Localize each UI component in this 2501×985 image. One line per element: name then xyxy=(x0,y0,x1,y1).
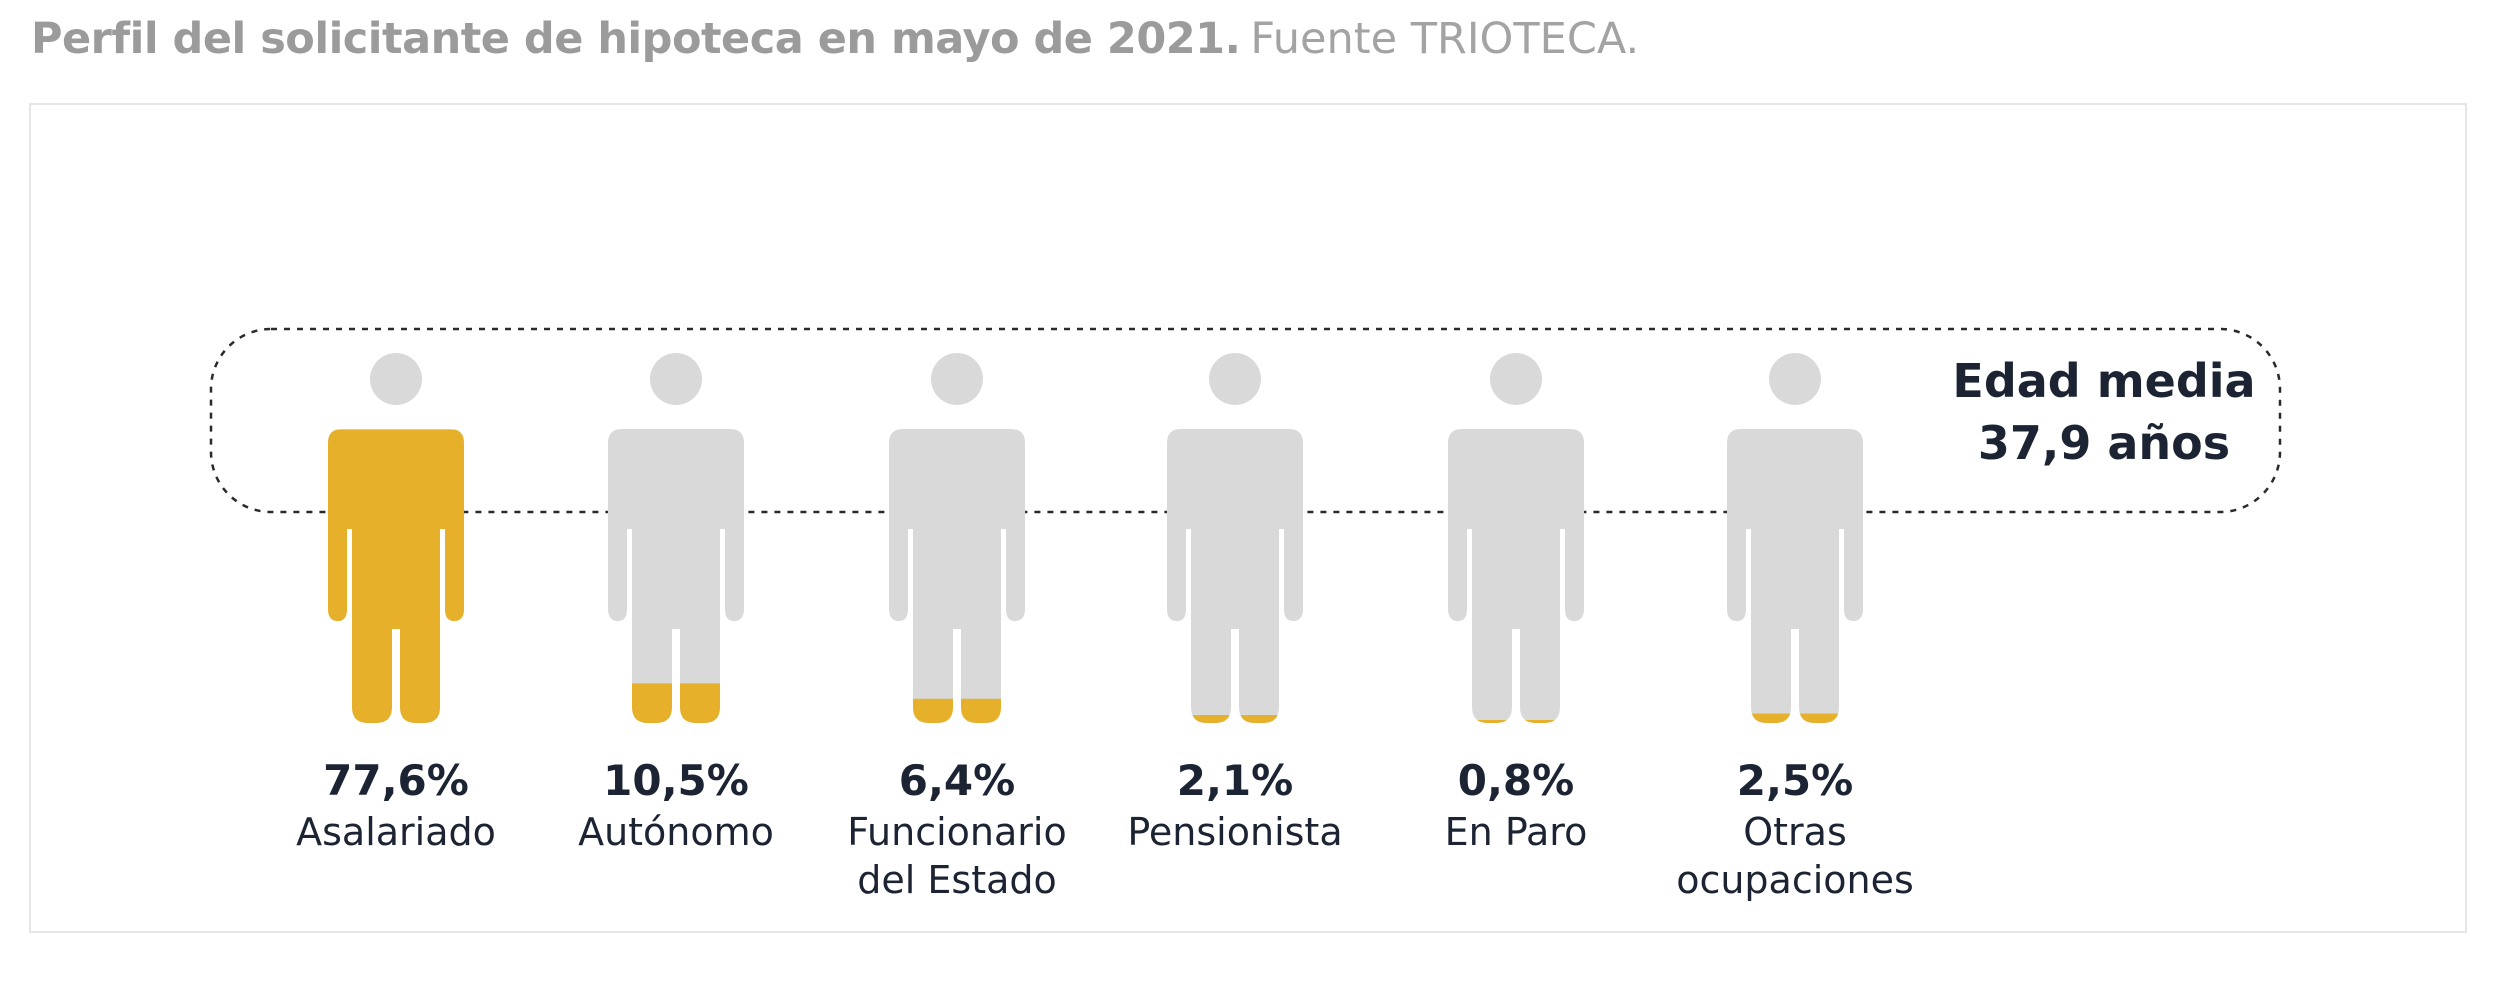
person-silhouette xyxy=(1448,429,1584,723)
chart-title-main: Perfil del solicitante de hipoteca en ma… xyxy=(31,14,1241,64)
person-fill xyxy=(328,429,464,723)
person-fill xyxy=(608,683,744,723)
category-label: En Paro xyxy=(1445,810,1588,854)
person-silhouette xyxy=(1209,353,1261,405)
person-fill xyxy=(889,698,1025,723)
annotation-label: Edad media xyxy=(1952,354,2255,408)
person-silhouette xyxy=(650,353,702,405)
person-fill xyxy=(1167,715,1303,723)
chart-title: Perfil del solicitante de hipoteca en ma… xyxy=(31,14,1639,64)
value-label: 77,6% xyxy=(323,756,469,805)
person-figure xyxy=(1727,353,1863,723)
person-silhouette xyxy=(1769,353,1821,405)
category-label: Asalariado xyxy=(296,810,496,854)
value-label: 10,5% xyxy=(603,756,749,805)
value-label: 2,5% xyxy=(1737,756,1853,805)
person-silhouette xyxy=(1167,429,1303,723)
category-label: ocupaciones xyxy=(1676,858,1914,902)
person-silhouette xyxy=(889,429,1025,723)
annotation-label: 37,9 años xyxy=(1978,416,2230,470)
person-fill xyxy=(1727,713,1863,723)
person-silhouette xyxy=(608,429,744,723)
category-label: Otras xyxy=(1743,810,1847,854)
category-label: Autónomo xyxy=(578,810,774,854)
value-label: 2,1% xyxy=(1177,756,1293,805)
person-fill xyxy=(1448,719,1584,723)
category-label: Funcionario xyxy=(847,810,1066,854)
person-figure xyxy=(1448,353,1584,723)
value-label: 0,8% xyxy=(1458,756,1574,805)
chart-card: 77,6% Asalariado 10,5% Autónomo 6,4% Funciona… xyxy=(29,103,2467,933)
value-label: 6,4% xyxy=(899,756,1015,805)
chart-title-source: Fuente TRIOTECA. xyxy=(1250,14,1640,64)
person-figure xyxy=(1167,353,1303,723)
person-figure xyxy=(328,353,464,723)
pictogram-chart: 77,6% Asalariado 10,5% Autónomo 6,4% Funciona… xyxy=(209,327,2282,902)
category-label: del Estado xyxy=(857,858,1057,902)
person-figure xyxy=(889,353,1025,723)
person-silhouette xyxy=(931,353,983,405)
person-figure xyxy=(608,353,744,723)
person-silhouette xyxy=(1727,429,1863,723)
person-silhouette xyxy=(370,353,422,405)
category-label: Pensionista xyxy=(1127,810,1342,854)
person-silhouette xyxy=(1490,353,1542,405)
